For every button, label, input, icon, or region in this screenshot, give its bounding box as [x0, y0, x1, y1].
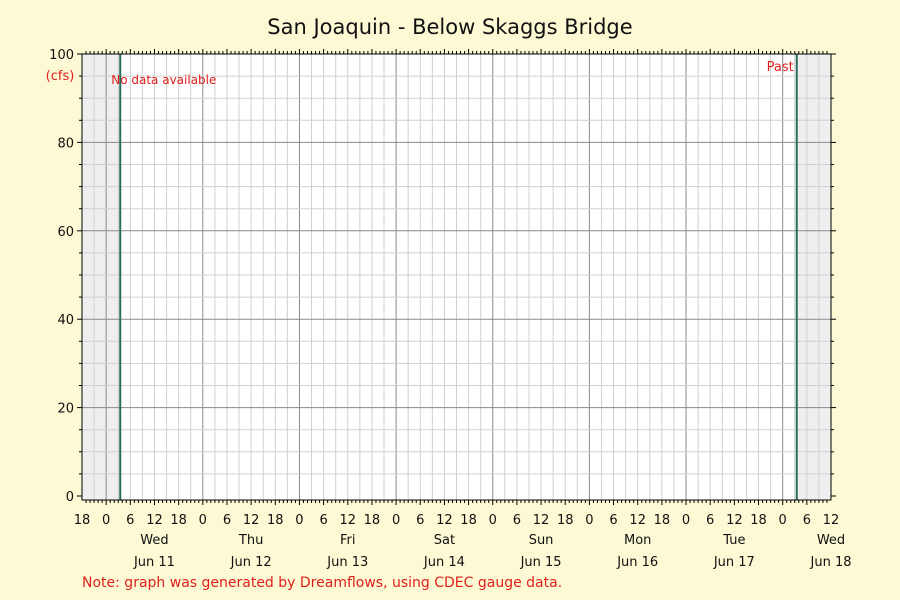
x-hour-label: 0 [102, 513, 110, 528]
x-hour-label: 6 [126, 513, 134, 528]
future-shade [796, 54, 831, 500]
x-hour-label: 12 [340, 513, 357, 528]
x-weekday-label: Tue [722, 533, 745, 548]
x-hour-label: 12 [823, 513, 840, 528]
x-hour-label: 12 [533, 513, 550, 528]
x-hour-label: 12 [146, 513, 163, 528]
x-hour-label: 12 [243, 513, 260, 528]
y-tick-label: 20 [57, 402, 74, 417]
x-hour-label: 12 [726, 513, 743, 528]
no-data-annotation: No data available [111, 73, 216, 87]
y-tick-label: 60 [57, 225, 74, 240]
past-annotation: Past [767, 60, 794, 75]
x-hour-label: 18 [364, 513, 381, 528]
x-hour-label: 12 [436, 513, 453, 528]
x-hour-label: 0 [585, 513, 593, 528]
y-tick-label: 0 [66, 490, 74, 505]
x-date-label: Jun 15 [520, 555, 562, 570]
x-weekday-label: Wed [817, 533, 845, 548]
chart-title: San Joaquin - Below Skaggs Bridge [267, 15, 632, 39]
x-hour-label: 18 [557, 513, 574, 528]
x-weekday-label: Fri [340, 533, 356, 548]
x-hour-label: 0 [779, 513, 787, 528]
x-weekday-label: Thu [238, 533, 263, 548]
x-hour-label: 0 [682, 513, 690, 528]
x-hour-label: 0 [199, 513, 207, 528]
x-hour-label: 6 [223, 513, 231, 528]
x-weekday-label: Mon [624, 533, 651, 548]
x-hour-label: 6 [416, 513, 424, 528]
x-hour-label: 18 [750, 513, 767, 528]
y-tick-label: 100 [49, 48, 74, 63]
x-date-label: Jun 13 [326, 555, 368, 570]
x-weekday-label: Sun [529, 533, 554, 548]
x-date-label: Jun 17 [713, 555, 755, 570]
y-axis-unit: (cfs) [46, 69, 75, 84]
x-hour-label: 6 [706, 513, 714, 528]
x-weekday-label: Wed [140, 533, 168, 548]
x-hour-label: 18 [654, 513, 671, 528]
x-hour-label: 6 [609, 513, 617, 528]
x-hour-label: 18 [74, 513, 91, 528]
source-note: Note: graph was generated by Dreamflows,… [82, 575, 562, 591]
x-hour-label: 18 [460, 513, 477, 528]
x-date-label: Jun 18 [810, 555, 852, 570]
x-weekday-label: Sat [434, 533, 455, 548]
x-hour-label: 0 [295, 513, 303, 528]
x-hour-label: 6 [513, 513, 521, 528]
x-hour-label: 6 [319, 513, 327, 528]
x-date-label: Jun 12 [230, 555, 272, 570]
x-hour-label: 0 [392, 513, 400, 528]
y-tick-label: 40 [57, 313, 74, 328]
y-tick-label: 80 [57, 136, 74, 151]
x-date-label: Jun 16 [616, 555, 658, 570]
x-hour-label: 18 [267, 513, 284, 528]
x-date-label: Jun 14 [423, 555, 465, 570]
x-hour-label: 6 [803, 513, 811, 528]
x-hour-label: 0 [489, 513, 497, 528]
x-hour-label: 12 [629, 513, 646, 528]
no-data-shade [82, 54, 121, 500]
x-hour-label: 18 [170, 513, 187, 528]
x-date-label: Jun 11 [133, 555, 175, 570]
